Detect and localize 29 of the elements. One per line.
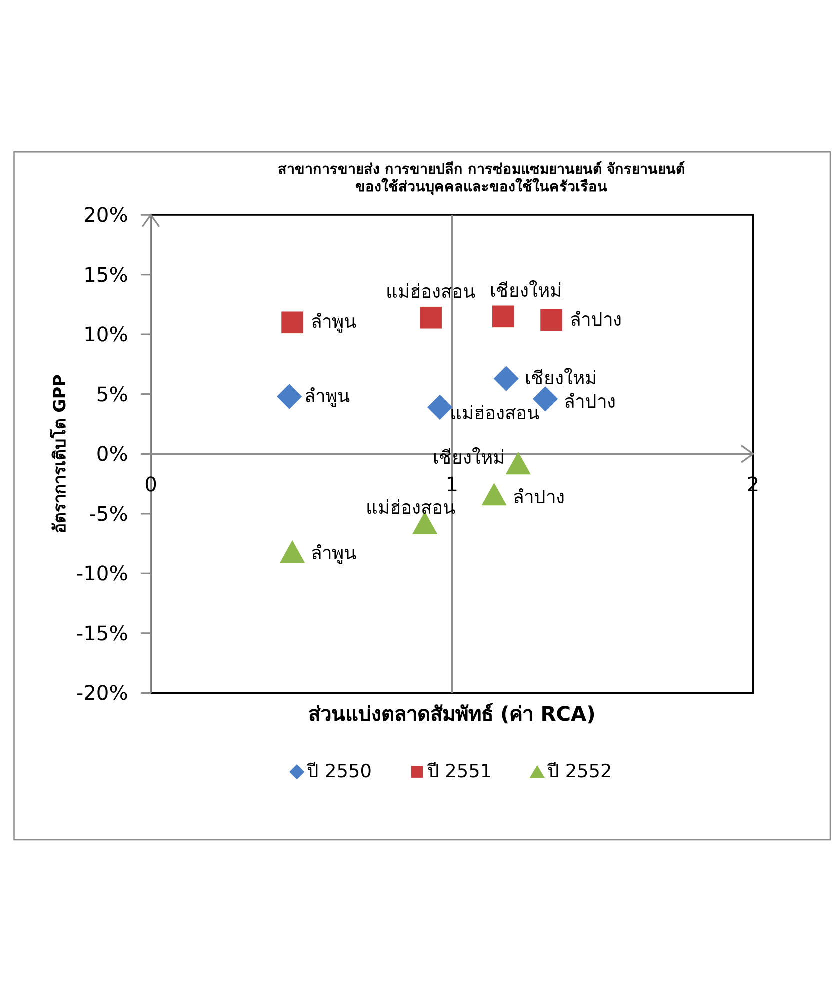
annotation: แม่ฮ่องสอน (450, 404, 540, 425)
y-tick-label: 10% (84, 322, 128, 347)
annotation: ลำปาง (512, 488, 565, 509)
y-tick-label: 5% (96, 382, 128, 406)
annotation: แม่ฮ่องสอน (366, 498, 456, 519)
y-tick-label: -5% (89, 502, 128, 526)
x-tick-label: 1 (446, 472, 459, 496)
annotation: ลำพูน (310, 312, 357, 334)
x-axis-title: ส่วนแบ่งตลาดสัมพัทธ์ (ค่า RCA) (308, 702, 596, 726)
y-axis-title: อัตราการเติบโต GPP (49, 374, 70, 534)
annotation: เชียงใหม่ (432, 447, 505, 470)
y-tick-label: 0% (96, 442, 128, 466)
annotation: ลำพูน (304, 386, 351, 408)
y-tick-label: -10% (76, 562, 128, 586)
legend-label: ปี 2551 (426, 762, 492, 783)
y-tick-label: -15% (76, 621, 128, 646)
annotation: ลำพูน (310, 543, 357, 564)
y-tick-label: 20% (84, 203, 128, 228)
chart-title: สาขาการขายส่ง การขายปลีก การซ่อมแซมยานยนต์ จักรยานยนต์ ของใช้ส่วนบุคคลและของใช้ในครัวเรือน (278, 160, 685, 196)
legend-label: ปี 2550 (306, 762, 372, 783)
annotation: แม่ฮ่องสอน (386, 282, 476, 304)
annotation: ลำปาง (570, 310, 622, 331)
y-tick-label: 15% (84, 262, 128, 287)
annotation: เชียงใหม่ (490, 280, 562, 302)
y-tick-label: -20% (76, 681, 128, 706)
annotation: ลำปาง (564, 392, 616, 414)
annotation: เชียงใหม่ (524, 367, 597, 390)
legend-label: ปี 2552 (546, 762, 612, 783)
x-tick-label: 0 (144, 472, 158, 496)
